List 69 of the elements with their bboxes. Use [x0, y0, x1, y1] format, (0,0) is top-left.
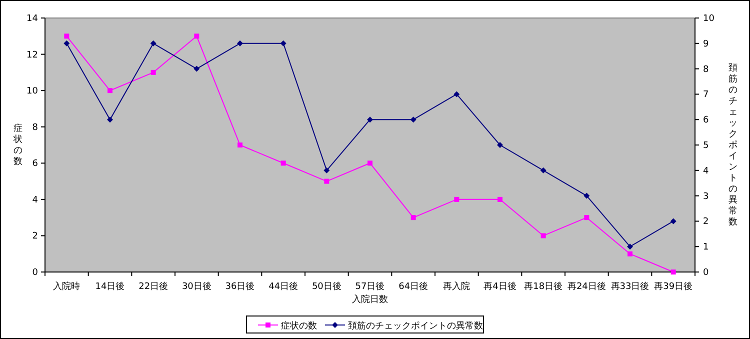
x-tick-label: 30日後 [182, 281, 212, 292]
y-axis-title: 症状の数 [12, 123, 22, 167]
point [497, 142, 503, 148]
point [540, 233, 546, 238]
x-tick-label: 再18日後 [524, 281, 563, 292]
x-axis-title: 入院日数 [352, 294, 388, 305]
point [628, 251, 632, 256]
point [627, 244, 633, 250]
y-tick-label: 4 [32, 195, 38, 206]
point [64, 40, 70, 46]
point [237, 40, 243, 46]
point [238, 142, 242, 148]
point [108, 88, 112, 94]
y-tick-label: 14 [26, 14, 38, 24]
x-tick-label: 再33日後 [610, 281, 650, 292]
legend-label: 症状の数 [281, 320, 317, 332]
point [280, 160, 286, 166]
y-tick-label: 8 [32, 122, 38, 133]
y2-tick-label: 0 [703, 268, 709, 278]
point [670, 218, 676, 224]
x-tick-label: 64日後 [398, 281, 428, 292]
y2-tick-label: 6 [703, 116, 709, 126]
y2-tick-label: 4 [703, 166, 709, 176]
y2-tick-label: 9 [703, 39, 709, 50]
y2-tick-label: 2 [703, 217, 709, 228]
point [454, 91, 460, 98]
point [367, 116, 373, 123]
x-tick-label: 再入院 [443, 281, 470, 292]
point [324, 178, 330, 184]
y2-tick-label: 3 [703, 192, 709, 202]
x-tick-label: 50日後 [312, 281, 342, 292]
y2-tick-label: 10 [703, 14, 715, 24]
point [454, 196, 460, 202]
x-tick-label: 再24日後 [567, 281, 606, 292]
point [498, 196, 502, 202]
point [584, 192, 590, 199]
point [150, 70, 156, 75]
point [410, 116, 416, 123]
point [107, 116, 113, 123]
x-tick-label: 再39日後 [654, 281, 693, 292]
y2-tick-label: 8 [703, 64, 709, 75]
y-tick-label: 2 [32, 232, 38, 242]
point [64, 34, 70, 39]
x-tick-label: 36日後 [225, 281, 255, 292]
y-tick-label: 6 [32, 159, 38, 170]
x-tick-label: 57日後 [355, 281, 385, 292]
text: 頚筋のチェックポイントの異常数 [728, 64, 738, 228]
y2-tick-label: 5 [703, 141, 709, 151]
point [670, 270, 676, 274]
y-tick-label: 0 [32, 268, 38, 278]
y2-tick-label: 7 [703, 90, 709, 100]
point [194, 66, 200, 72]
x-tick-label: 14日後 [95, 281, 125, 292]
x-tick-label: 22日後 [138, 281, 168, 292]
x-tick-label: 入院時 [53, 281, 80, 292]
point [584, 215, 590, 220]
point [368, 160, 372, 166]
y2-tick-label: 1 [703, 242, 709, 253]
x-tick-label: 44日後 [268, 281, 298, 292]
point [540, 167, 546, 174]
point [410, 215, 416, 220]
x-tick-label: 再4日後 [484, 281, 516, 292]
point [280, 40, 286, 46]
point [150, 40, 156, 46]
point [194, 34, 200, 39]
point [324, 167, 330, 174]
legend-label: 頚筋のチェックポイントの異常数 [348, 320, 483, 332]
y-tick-label: 12 [26, 50, 38, 60]
y-tick-label: 10 [26, 86, 38, 97]
